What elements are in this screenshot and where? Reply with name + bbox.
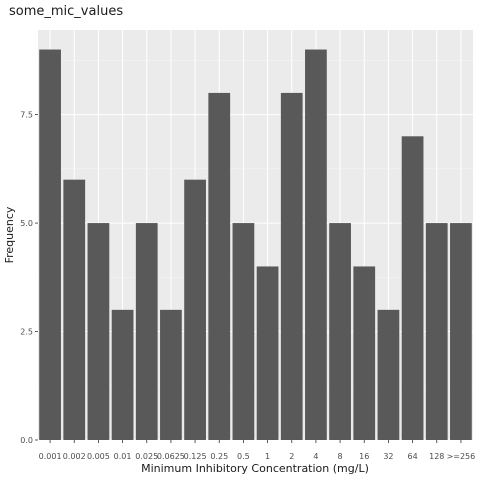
- bar: [280, 92, 303, 441]
- x-tick-label: 128: [429, 452, 444, 461]
- bar: [63, 179, 86, 440]
- x-tick-label: 16: [359, 452, 369, 461]
- x-tick-label: >=256: [447, 452, 476, 461]
- y-tick-label: 5.0: [20, 219, 33, 228]
- x-tick-label: 0.5: [237, 452, 250, 461]
- x-tick-label: 0.005: [87, 452, 110, 461]
- x-tick-label: 4: [313, 452, 318, 461]
- y-axis-ticks: 0.0 2.5 5.0 7.5: [20, 111, 38, 445]
- x-tick-label: 0.25: [210, 452, 228, 461]
- plot-panel: [38, 30, 473, 440]
- chart-title: some_mic_values: [9, 4, 123, 19]
- bar: [208, 92, 231, 441]
- bar: [329, 223, 351, 440]
- x-tick-label: 64: [407, 452, 417, 461]
- x-tick-label: 0.0625: [157, 452, 185, 461]
- bar: [353, 266, 376, 440]
- bar: [87, 223, 110, 440]
- x-tick-label: 0.001: [39, 452, 62, 461]
- x-axis-title: Minimum Inhibitory Concentration (mg/L): [141, 462, 369, 475]
- bar: [160, 309, 182, 440]
- bar: [401, 136, 424, 440]
- bar: [377, 309, 400, 440]
- bar: [111, 309, 134, 440]
- y-tick-label: 0.0: [20, 436, 33, 445]
- bar: [425, 223, 448, 440]
- bar: [135, 223, 158, 440]
- bar: [256, 266, 279, 440]
- x-tick-label: 0.125: [184, 452, 207, 461]
- x-tick-label: 1: [265, 452, 270, 461]
- y-axis-title: Frequency: [3, 206, 16, 263]
- x-tick-label: 8: [338, 452, 343, 461]
- bar: [39, 49, 61, 441]
- y-tick-label: 2.5: [20, 328, 33, 337]
- x-tick-label: 0.002: [63, 452, 86, 461]
- bars: [39, 49, 472, 441]
- bar: [184, 179, 206, 440]
- bar: [450, 223, 472, 440]
- x-tick-label: 2: [289, 452, 294, 461]
- bar: [305, 49, 327, 441]
- y-tick-label: 7.5: [20, 111, 33, 120]
- x-tick-label: 32: [383, 452, 393, 461]
- x-tick-label: 0.01: [114, 452, 132, 461]
- x-tick-label: 0.025: [135, 452, 158, 461]
- bar: [232, 223, 255, 440]
